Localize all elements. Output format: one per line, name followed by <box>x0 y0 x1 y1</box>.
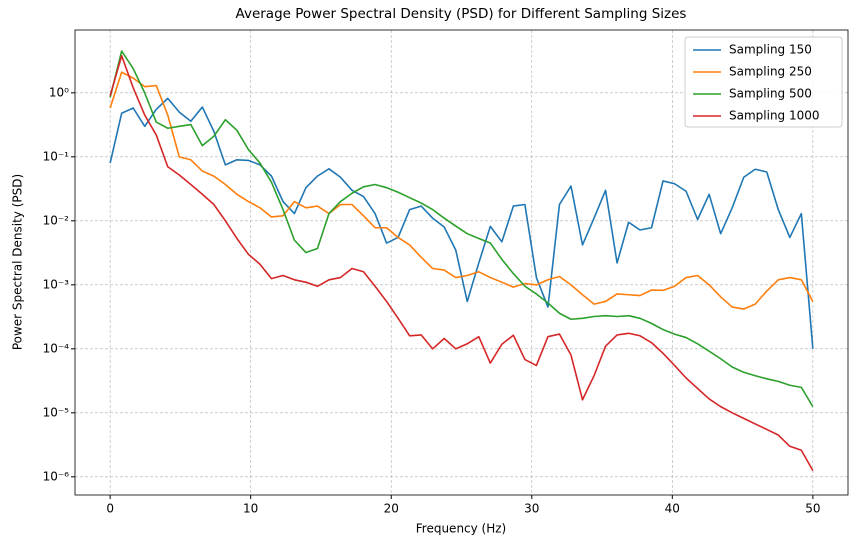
y-tick-label: 10⁻³ <box>43 277 70 291</box>
x-tick-label: 40 <box>665 502 680 516</box>
x-tick-label: 30 <box>524 502 539 516</box>
series-line <box>109 50 814 408</box>
chart-title: Average Power Spectral Density (PSD) for… <box>236 6 687 22</box>
x-tick-label: 10 <box>243 502 258 516</box>
y-axis-label: Power Spectral Density (PSD) <box>11 174 25 350</box>
y-tick-label: 10⁻⁴ <box>43 341 70 355</box>
x-tick-label: 0 <box>106 502 114 516</box>
y-tick-label: 10⁻¹ <box>43 149 70 163</box>
legend-label: Sampling 1000 <box>729 109 820 123</box>
series-line <box>109 54 814 472</box>
legend: Sampling 150 Sampling 250 Sampling 500 Samp… <box>684 36 843 128</box>
legend-label: Sampling 500 <box>729 87 812 101</box>
y-tick-label: 10⁻⁵ <box>43 405 70 419</box>
x-tick-label: 20 <box>384 502 399 516</box>
x-tick-label: 50 <box>805 502 820 516</box>
plot-frame <box>74 29 849 496</box>
legend-box <box>684 36 843 128</box>
y-tick-label: 10⁻⁶ <box>43 469 70 483</box>
series-line <box>109 97 814 349</box>
series-line <box>109 71 814 310</box>
x-axis-label: Frequency (Hz) <box>416 522 507 536</box>
legend-label: Sampling 250 <box>729 65 812 79</box>
y-tick-label: 10⁻² <box>43 213 70 227</box>
y-tick-label: 10⁰ <box>49 85 69 99</box>
legend-label: Sampling 150 <box>729 43 812 57</box>
